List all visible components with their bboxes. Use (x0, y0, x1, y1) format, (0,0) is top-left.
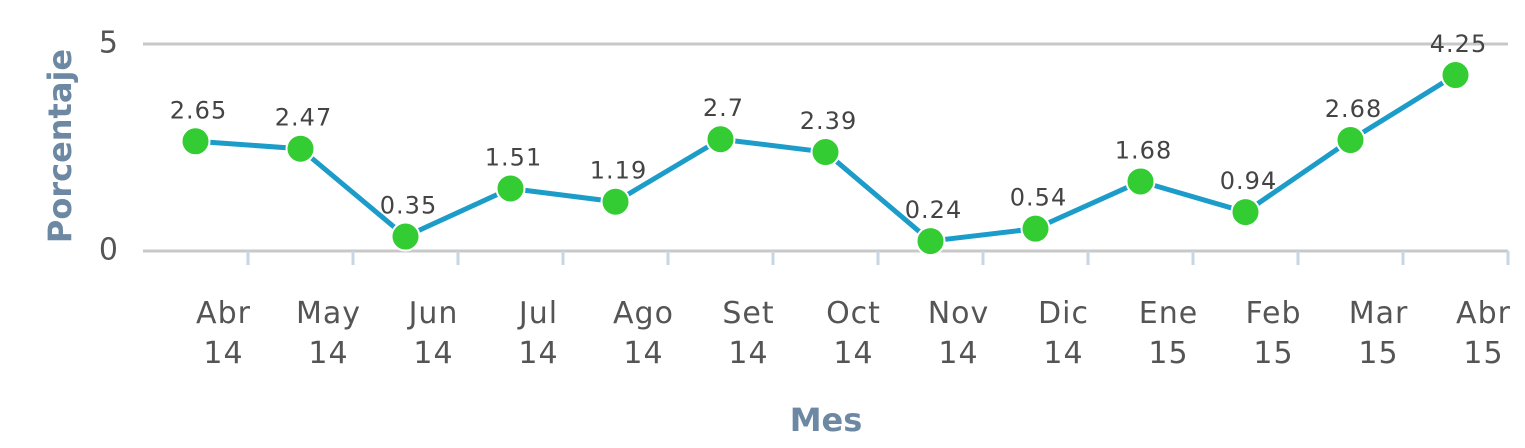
x-tick-label: Ago 14 (613, 296, 674, 371)
y-axis-title: Porcentaje (41, 49, 79, 243)
value-label: 0.94 (1220, 167, 1277, 195)
value-label: 1.51 (485, 143, 542, 171)
value-label: 2.7 (703, 94, 744, 122)
x-tick-label: Set 14 (722, 296, 774, 371)
x-tick-label: Abr 14 (196, 296, 251, 371)
point (390, 221, 421, 252)
point (810, 137, 841, 168)
point (285, 133, 316, 164)
value-label: 0.24 (905, 196, 962, 224)
point (1020, 213, 1051, 244)
value-label: 2.65 (170, 96, 227, 124)
x-tick-label: Feb 15 (1245, 296, 1301, 371)
point (1440, 60, 1471, 91)
x-tick-label: Dic 14 (1038, 296, 1089, 371)
value-label: 2.47 (275, 104, 332, 132)
x-tick-label: May 14 (296, 296, 361, 371)
point (915, 226, 946, 257)
value-label: 0.35 (380, 192, 437, 220)
point (180, 126, 211, 157)
point (705, 124, 736, 155)
x-tick-label: Abr 15 (1456, 296, 1511, 371)
value-label: 1.68 (1115, 136, 1172, 164)
point (495, 173, 526, 204)
point (1335, 125, 1366, 156)
value-label: 0.54 (1010, 184, 1067, 212)
value-label: 4.25 (1430, 30, 1487, 58)
value-label: 2.68 (1325, 95, 1382, 123)
point (600, 186, 631, 217)
y-tick-label: 0 (99, 233, 118, 268)
value-label: 1.19 (590, 157, 647, 185)
x-tick-label: Oct 14 (826, 296, 881, 371)
value-label: 2.39 (800, 107, 857, 135)
x-tick-label: Mar 15 (1349, 296, 1409, 371)
y-tick-label: 5 (99, 26, 118, 61)
x-tick-label: Ene 15 (1139, 296, 1198, 371)
point (1230, 197, 1261, 228)
point (1125, 166, 1156, 197)
x-tick-label: Jul 14 (517, 296, 559, 371)
x-tick-label: Jun 14 (407, 296, 459, 371)
x-tick-label: Nov 14 (928, 296, 990, 371)
x-axis-title: Mes (790, 401, 863, 439)
